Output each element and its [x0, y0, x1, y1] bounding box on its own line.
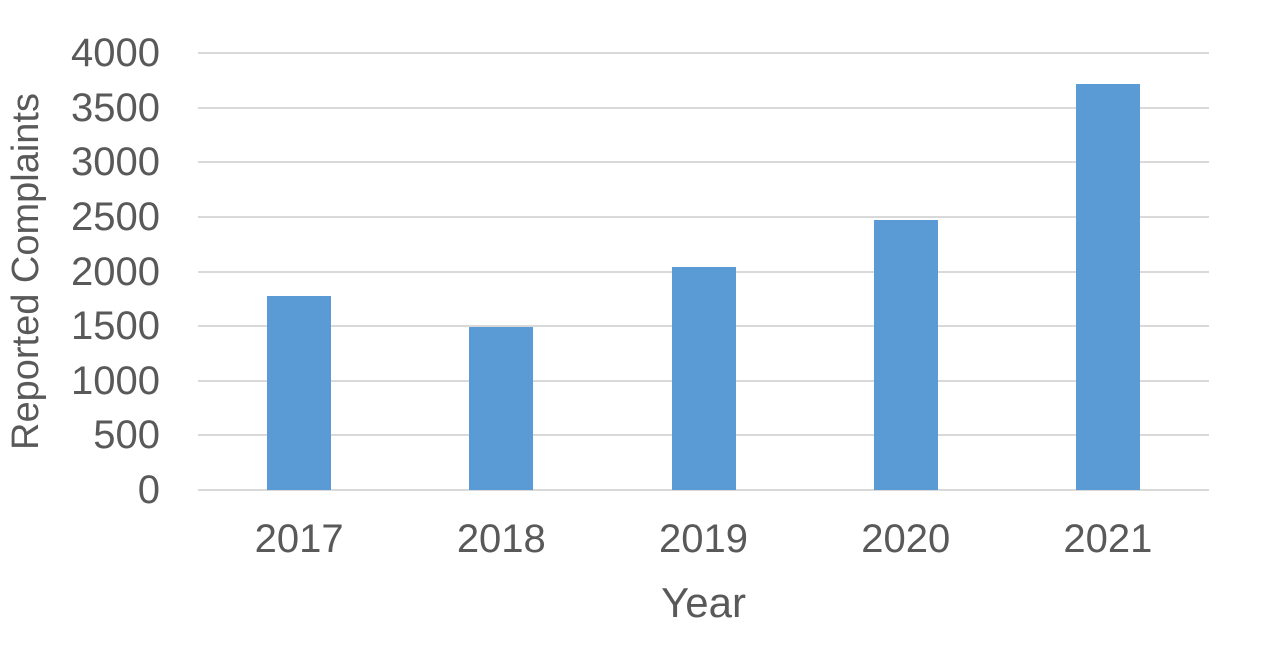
bar-2019: [671, 267, 736, 490]
x-axis-title: Year: [661, 579, 746, 626]
gridline: [198, 106, 1209, 109]
x-tick-label: 2020: [861, 517, 951, 561]
x-axis-tick-labels: 2017 2018 2019 2020 2021: [198, 516, 1209, 562]
x-tick-label: 2021: [1063, 517, 1153, 561]
plot-area: [198, 52, 1209, 491]
x-tick-label: 2018: [456, 517, 546, 561]
gridline: [198, 215, 1209, 218]
y-axis-tick-labels: 0 500 1000 1500 2000 2500 3000 3500 4000: [0, 33, 160, 510]
gridline: [198, 52, 1209, 54]
y-tick-label: 3000: [71, 140, 160, 185]
bar-2017: [267, 295, 332, 490]
y-tick-label: 2000: [71, 249, 160, 294]
bar-2020: [873, 220, 938, 490]
y-tick-label: 500: [93, 413, 160, 458]
y-tick-label: 1500: [71, 304, 160, 349]
x-tick-label: 2019: [659, 517, 748, 561]
bar-2018: [469, 327, 534, 490]
y-tick-label: 4000: [71, 31, 160, 75]
y-tick-label: 0: [137, 468, 160, 512]
bar-2021: [1075, 83, 1140, 490]
gridline: [198, 489, 1209, 491]
y-tick-label: 2500: [71, 194, 160, 239]
gridline: [198, 161, 1209, 164]
x-tick-label: 2017: [254, 517, 344, 561]
y-tick-label: 1000: [71, 358, 160, 403]
y-tick-label: 3500: [71, 85, 160, 130]
